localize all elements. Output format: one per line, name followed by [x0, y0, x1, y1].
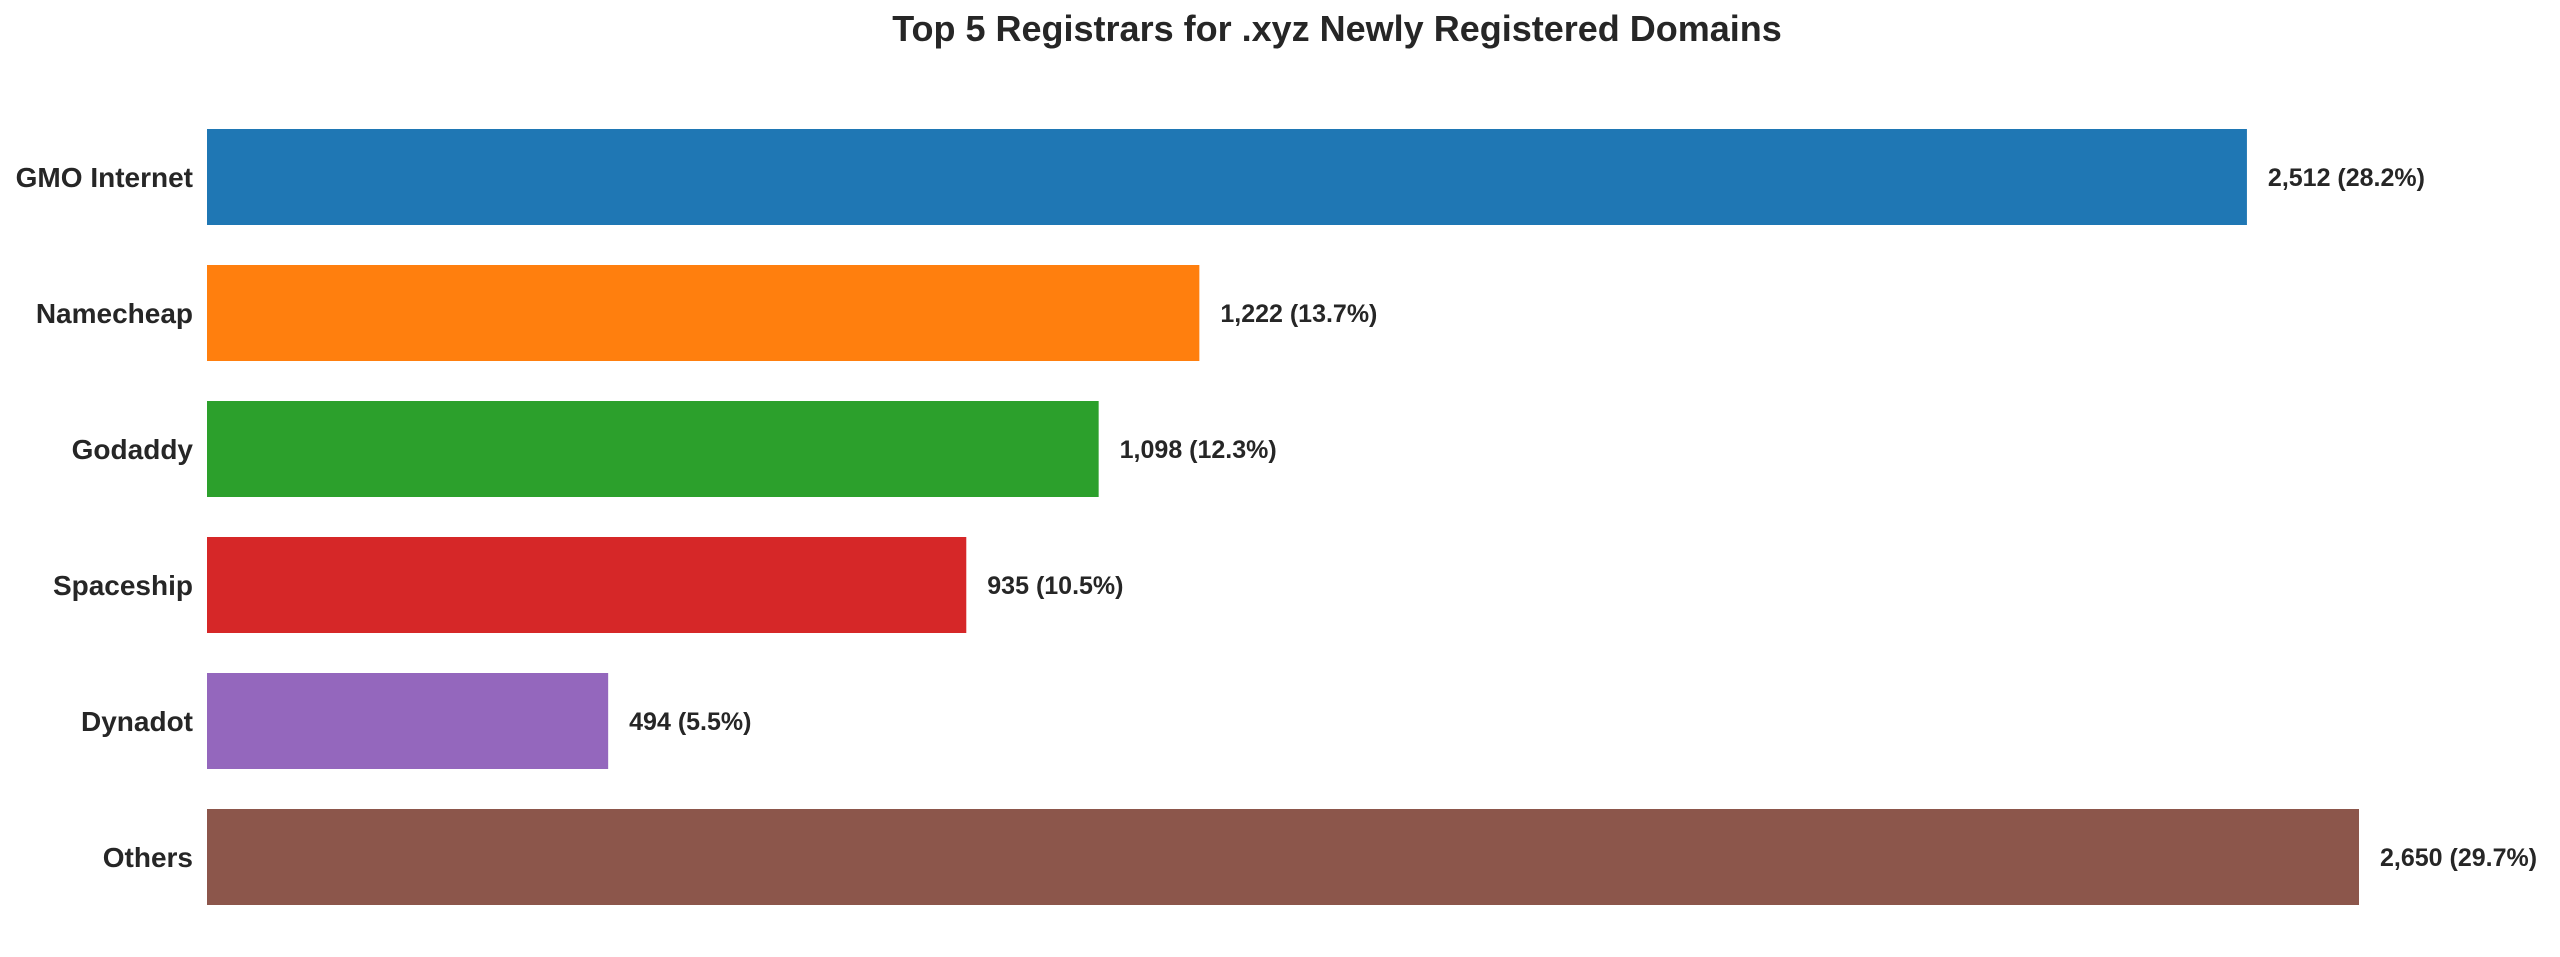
category-label-godaddy: Godaddy	[72, 434, 194, 465]
category-label-gmo-internet: GMO Internet	[16, 162, 193, 193]
bar-others	[207, 809, 2359, 905]
bar-godaddy	[207, 401, 1099, 497]
chart-title: Top 5 Registrars for .xyz Newly Register…	[892, 8, 1782, 49]
category-labels-group: GMO Internet Namecheap Godaddy Spaceship Dyn…	[16, 162, 194, 873]
data-label-gmo-internet: 2,512 (28.2%)	[2268, 164, 2425, 192]
bar-gmo-internet	[207, 129, 2247, 225]
bar-namecheap	[207, 265, 1200, 361]
data-label-godaddy: 1,098 (12.3%)	[1120, 436, 1277, 464]
bar-dynadot	[207, 673, 609, 769]
data-label-dynadot: 494 (5.5%)	[629, 708, 751, 736]
bars-group	[207, 129, 2359, 905]
category-label-spaceship: Spaceship	[53, 570, 193, 601]
category-label-namecheap: Namecheap	[36, 298, 193, 329]
bar-spaceship	[207, 537, 967, 633]
data-label-namecheap: 1,222 (13.7%)	[1220, 300, 1377, 328]
category-label-others: Others	[103, 842, 193, 873]
data-label-spaceship: 935 (10.5%)	[987, 572, 1123, 600]
category-label-dynadot: Dynadot	[81, 706, 193, 737]
value-labels-group: 2,512 (28.2%) 1,222 (13.7%) 1,098 (12.3%) 9…	[629, 164, 2537, 872]
data-label-others: 2,650 (29.7%)	[2380, 844, 2537, 872]
